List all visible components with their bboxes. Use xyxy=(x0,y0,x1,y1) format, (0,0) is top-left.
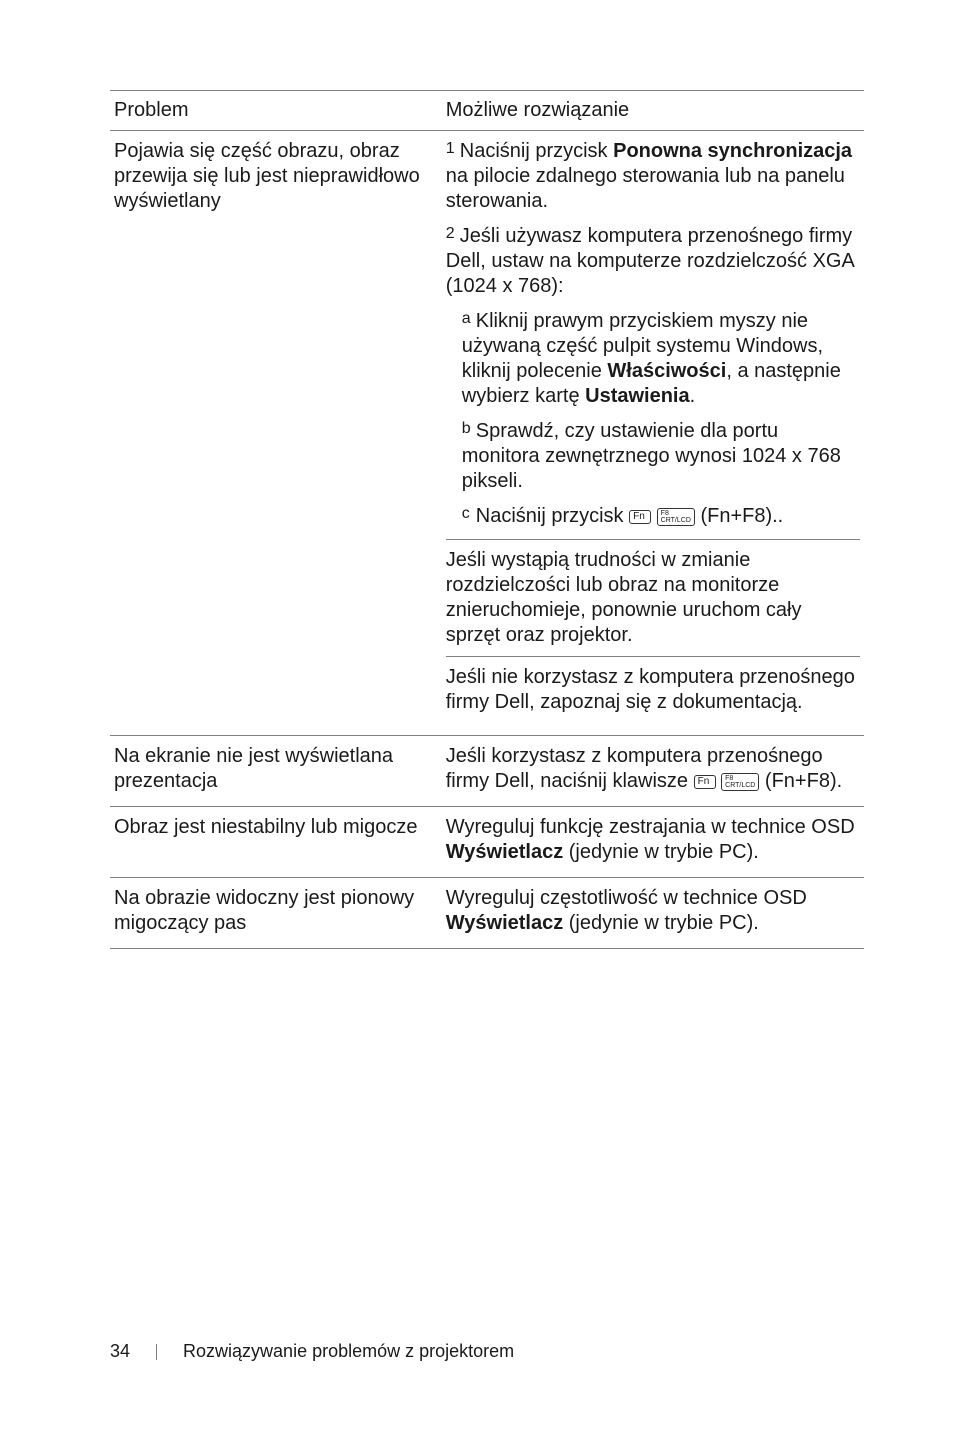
substep-letter: a xyxy=(462,309,476,329)
bold-term: Wyświetlacz xyxy=(446,841,563,863)
divider xyxy=(446,656,860,657)
table-row: Na obrazie widoczny jest pionowy migoczą… xyxy=(110,878,864,949)
troubleshooting-table: Problem Możliwe rozwiązanie Pojawia się … xyxy=(110,90,864,949)
bold-term: Właściwości xyxy=(607,360,726,382)
divider xyxy=(446,539,860,540)
header-solution: Możliwe rozwiązanie xyxy=(442,91,864,131)
step-number: 2 xyxy=(446,224,460,244)
paragraph: Jeśli nie korzystasz z komputera przenoś… xyxy=(446,665,860,715)
step-number: 1 xyxy=(446,139,460,159)
problem-cell: Pojawia się część obrazu, obraz przewija… xyxy=(110,131,442,736)
bold-term: Ustawienia xyxy=(585,385,689,407)
table-row: Na ekranie nie jest wyświetlana prezenta… xyxy=(110,736,864,807)
section-title: Rozwiązywanie problemów z projektorem xyxy=(183,1341,514,1361)
problem-cell: Na obrazie widoczny jest pionowy migoczą… xyxy=(110,878,442,949)
bold-term: Ponowna synchronizacja xyxy=(613,140,852,162)
solution-cell: 1Naciśnij przycisk Ponowna synchronizacj… xyxy=(442,131,864,736)
problem-cell: Na ekranie nie jest wyświetlana prezenta… xyxy=(110,736,442,807)
f8-key-icon: F8CRT/LCD xyxy=(657,508,695,526)
problem-cell: Obraz jest niestabilny lub migocze xyxy=(110,807,442,878)
bold-term: Wyświetlacz xyxy=(446,912,563,934)
paragraph: Jeśli wystąpią trudności w zmianie rozdz… xyxy=(446,548,860,648)
solution-cell: Wyreguluj funkcję zestrajania w technice… xyxy=(442,807,864,878)
f8-key-icon: F8CRT/LCD xyxy=(721,773,759,791)
fn-key-icon: Fn xyxy=(694,775,716,789)
header-problem: Problem xyxy=(110,91,442,131)
substep-letter: c xyxy=(462,504,476,524)
table-row: Obraz jest niestabilny lub migocze Wyreg… xyxy=(110,807,864,878)
page-footer: 34 Rozwiązywanie problemów z projektorem xyxy=(110,1341,514,1362)
table-row: Pojawia się część obrazu, obraz przewija… xyxy=(110,131,864,736)
page-number: 34 xyxy=(110,1341,130,1361)
solution-cell: Wyreguluj częstotliwość w technice OSD W… xyxy=(442,878,864,949)
fn-key-icon: Fn xyxy=(629,510,651,524)
solution-cell: Jeśli korzystasz z komputera przenośnego… xyxy=(442,736,864,807)
footer-divider xyxy=(156,1344,157,1360)
substep-letter: b xyxy=(462,419,476,439)
